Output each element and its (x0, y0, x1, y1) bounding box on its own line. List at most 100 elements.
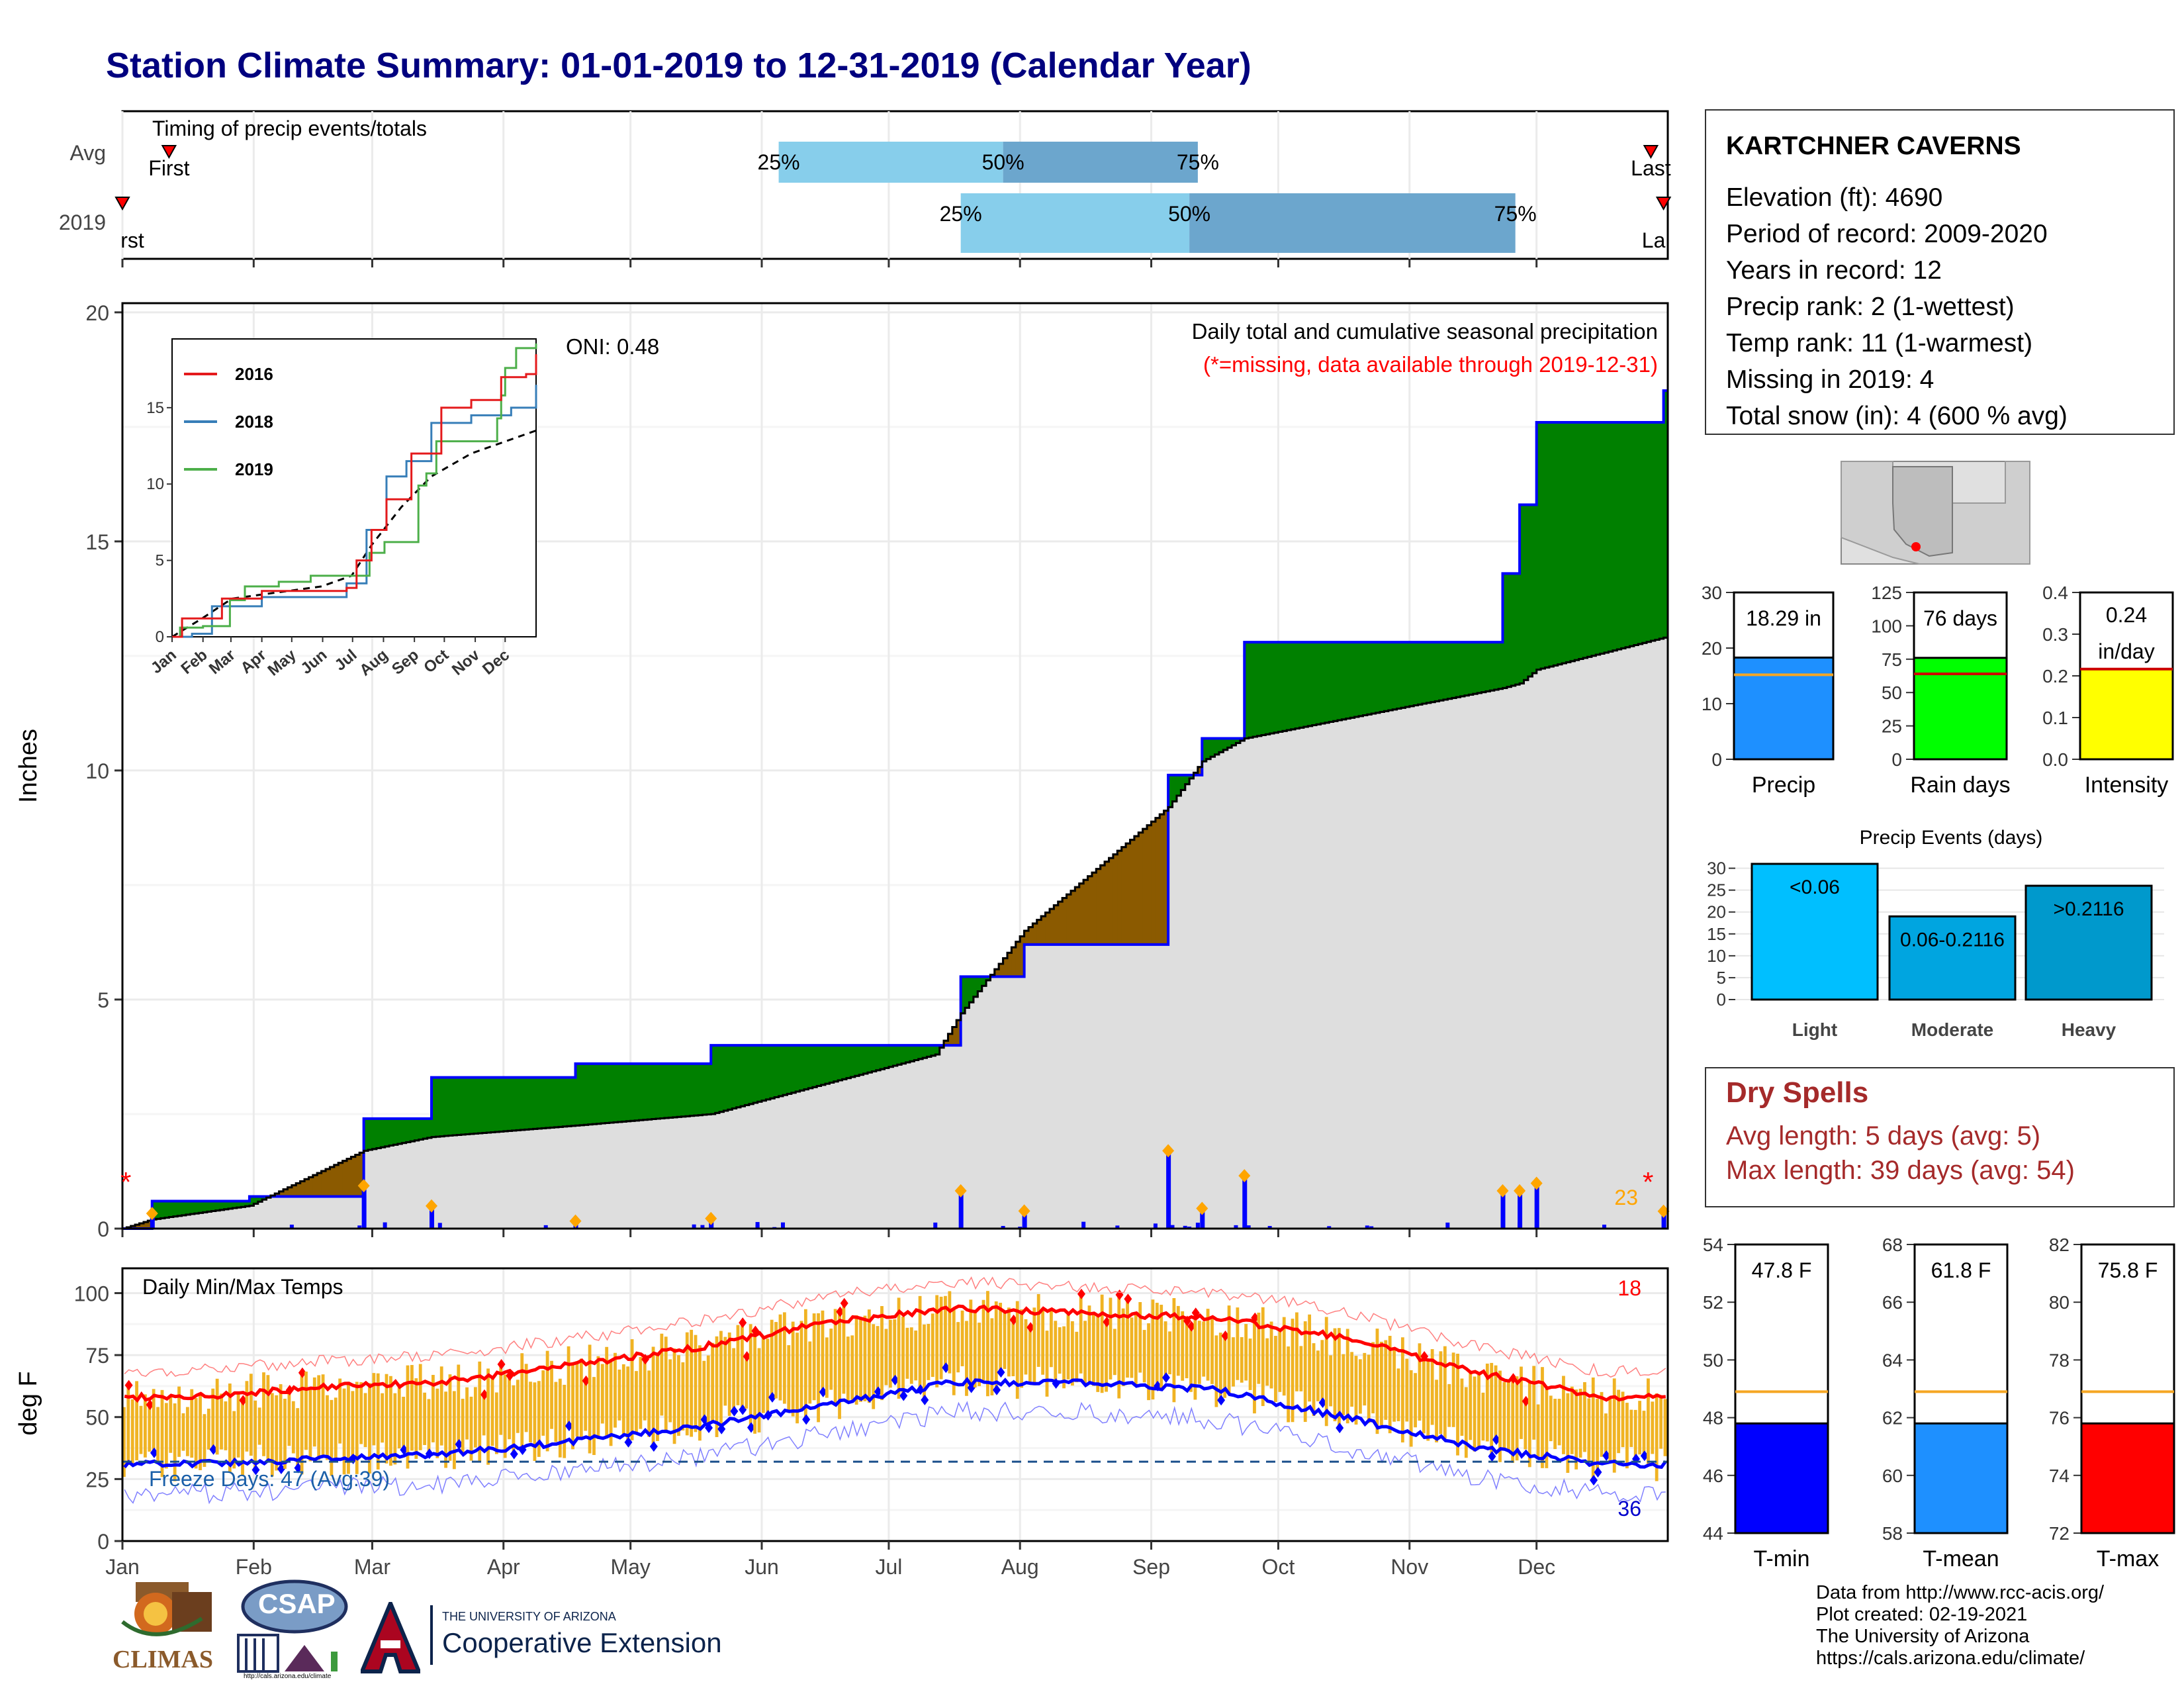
surplus-band (1541, 422, 1546, 669)
climas-emblem (121, 1582, 212, 1636)
deficit-band (330, 1166, 335, 1197)
surplus-band (368, 1118, 373, 1150)
daily-temp-bar (1527, 1382, 1531, 1468)
month-label-Jun: Jun (745, 1555, 779, 1579)
daily-temp-bar (1121, 1308, 1125, 1387)
daily-temp-bar (338, 1378, 342, 1444)
daily-temp-bar (1236, 1307, 1240, 1380)
daily-temp-bar (236, 1393, 240, 1458)
intensity-ytick-label: 0.2 (2042, 666, 2068, 686)
surplus-band (1287, 642, 1292, 730)
surplus-band (727, 1045, 733, 1110)
normal-cumulative-line (122, 636, 1668, 1230)
inset-lines (171, 343, 537, 638)
surplus-band (960, 976, 966, 1013)
daily-temp-bar (262, 1372, 265, 1456)
daily-temp-bar (660, 1333, 664, 1416)
inset-line-2016 (172, 354, 537, 638)
deficit-band (135, 1225, 140, 1229)
surplus-band (427, 1118, 432, 1138)
daily-temp-bar (614, 1352, 617, 1428)
daily-temp-bar (1058, 1327, 1062, 1374)
surplus-band (732, 1045, 737, 1109)
daily-temp-bar (1342, 1354, 1345, 1415)
surplus-band (1515, 573, 1520, 685)
record-high-marker (1221, 1330, 1230, 1341)
surplus-band (1494, 642, 1499, 690)
daily-temp-bar (148, 1405, 152, 1452)
daily-temp-bar (410, 1365, 414, 1451)
events-bar-moderate (1888, 915, 2017, 1001)
daily-temp-bar (736, 1325, 740, 1405)
daily-temp-bar (596, 1356, 600, 1440)
surplus-band (694, 1063, 699, 1116)
surplus-band (1435, 642, 1440, 702)
daily-temp-bar (326, 1395, 329, 1460)
record-high-marker (124, 1380, 133, 1391)
surplus-band (1227, 738, 1232, 748)
surplus-band (651, 1063, 657, 1119)
surplus-band (457, 1077, 462, 1135)
surplus-band (1549, 422, 1555, 667)
daily-temp-bar (1591, 1377, 1595, 1481)
daily-temp-bar (406, 1365, 410, 1469)
record-low-marker (993, 1384, 1001, 1395)
deficit-band (1062, 898, 1068, 945)
precip-y-label: Inches (15, 729, 42, 803)
surplus-band (537, 1077, 543, 1129)
surplus-band (681, 1063, 686, 1117)
daily-temp-bar (1299, 1346, 1303, 1391)
surplus-band (579, 1063, 585, 1125)
surplus-band (173, 1201, 178, 1217)
surplus-band (465, 1077, 471, 1135)
daily-temp-bar (1163, 1321, 1167, 1378)
daily-temp-bar (1130, 1317, 1134, 1378)
daily-precip-bar (150, 1213, 155, 1229)
surplus-band (524, 1077, 529, 1130)
deficit-band (143, 1222, 149, 1229)
record-low-marker (997, 1367, 1005, 1378)
surplus-band (796, 1045, 801, 1092)
surplus-band (677, 1063, 682, 1117)
deficit-band (351, 1156, 356, 1197)
daily-temp-bar (1473, 1376, 1477, 1452)
surplus-band (1359, 642, 1364, 716)
surplus-band (1600, 422, 1605, 654)
temp-y-axis: 0 25 50 75 100 (74, 1282, 122, 1554)
deficit-band (291, 1185, 297, 1197)
surplus-band (1638, 422, 1643, 644)
ua-big-text: Cooperative Extension (442, 1627, 722, 1658)
daily-temp-bar (334, 1397, 338, 1462)
surplus-band (1520, 504, 1525, 684)
surplus-band (385, 1118, 390, 1147)
daily-temp-bar (749, 1324, 752, 1428)
daily-temp-bar (621, 1364, 625, 1435)
surplus-band (1498, 642, 1504, 689)
daily-temp-bar (1109, 1297, 1113, 1380)
daily-temp-bar (859, 1317, 862, 1402)
surplus-band (541, 1077, 547, 1129)
daily-temp-bar (1045, 1331, 1049, 1397)
daily-temp-bar (592, 1377, 596, 1456)
daily-temp-bar (1261, 1307, 1265, 1407)
intensity-bar (2079, 668, 2174, 761)
daily-temp-bar (1036, 1293, 1040, 1367)
daily-temp-bar (1202, 1321, 1206, 1377)
surplus-band (753, 1045, 758, 1103)
surplus-band (414, 1118, 420, 1141)
record-low-marker (899, 1390, 908, 1401)
daily-temp-bar (1329, 1355, 1333, 1407)
deficit-band (359, 1152, 365, 1197)
daily-temp-bar (164, 1403, 168, 1469)
surplus-band (1629, 422, 1635, 647)
surplus-band (880, 1045, 886, 1070)
precip-ytick-label: 0 (97, 1217, 109, 1241)
daily-temp-bar (1172, 1297, 1176, 1403)
surplus-band (232, 1201, 238, 1209)
surplus-band (745, 1045, 750, 1105)
deficit-band (1121, 847, 1126, 945)
surplus-band (563, 1077, 568, 1127)
daily-temp-bar (478, 1361, 482, 1462)
daily-precip-marker (1514, 1184, 1526, 1197)
daily-temp-bar (927, 1323, 931, 1380)
